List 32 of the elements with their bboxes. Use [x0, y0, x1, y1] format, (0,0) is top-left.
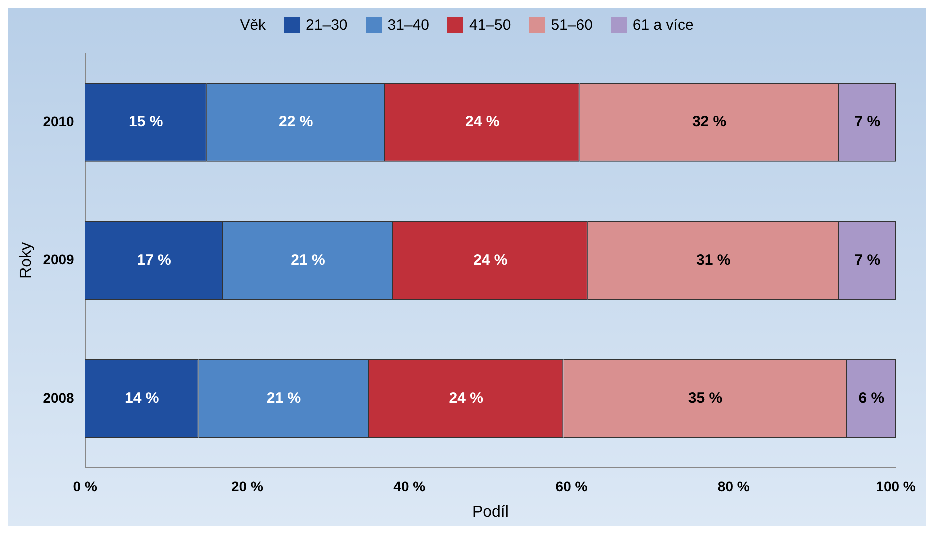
data-label: 24 % — [449, 390, 484, 408]
x-tick-label: 20 % — [232, 478, 264, 494]
x-tick-label: 80 % — [718, 478, 750, 494]
legend-title: Věk — [240, 16, 266, 34]
data-label: 35 % — [688, 390, 723, 408]
y-axis-title: Roky — [18, 242, 36, 279]
data-label: 31 % — [696, 252, 731, 269]
y-tick-label: 2009 — [43, 252, 75, 268]
legend-label: 21–30 — [306, 16, 348, 34]
x-tick-label: 0 % — [73, 478, 98, 494]
data-label: 21 % — [266, 390, 302, 408]
x-tick-label: 100 % — [876, 478, 916, 494]
y-tick-label: 2008 — [43, 390, 75, 406]
data-label: 6 % — [858, 390, 885, 408]
data-label: 15 % — [129, 114, 164, 131]
data-label: 7 % — [854, 114, 881, 131]
legend-label: 41–50 — [469, 16, 512, 34]
data-label: 21 % — [291, 252, 326, 269]
data-label: 14 % — [124, 390, 160, 408]
data-label: 17 % — [137, 252, 172, 269]
data-label: 24 % — [465, 114, 500, 131]
legend-label: 51–60 — [551, 16, 593, 34]
x-tick-label: 40 % — [394, 478, 426, 494]
data-label: 32 % — [692, 114, 727, 131]
y-tick-label: 2010 — [43, 113, 75, 130]
legend-label: 31–40 — [388, 16, 430, 34]
x-tick-label: 60 % — [556, 478, 588, 494]
data-label: 7 % — [854, 252, 881, 269]
data-label: 22 % — [279, 114, 314, 131]
data-label: 24 % — [474, 252, 508, 269]
x-axis-title: Podíl — [472, 504, 509, 521]
legend-label: 61 a více — [632, 16, 694, 34]
